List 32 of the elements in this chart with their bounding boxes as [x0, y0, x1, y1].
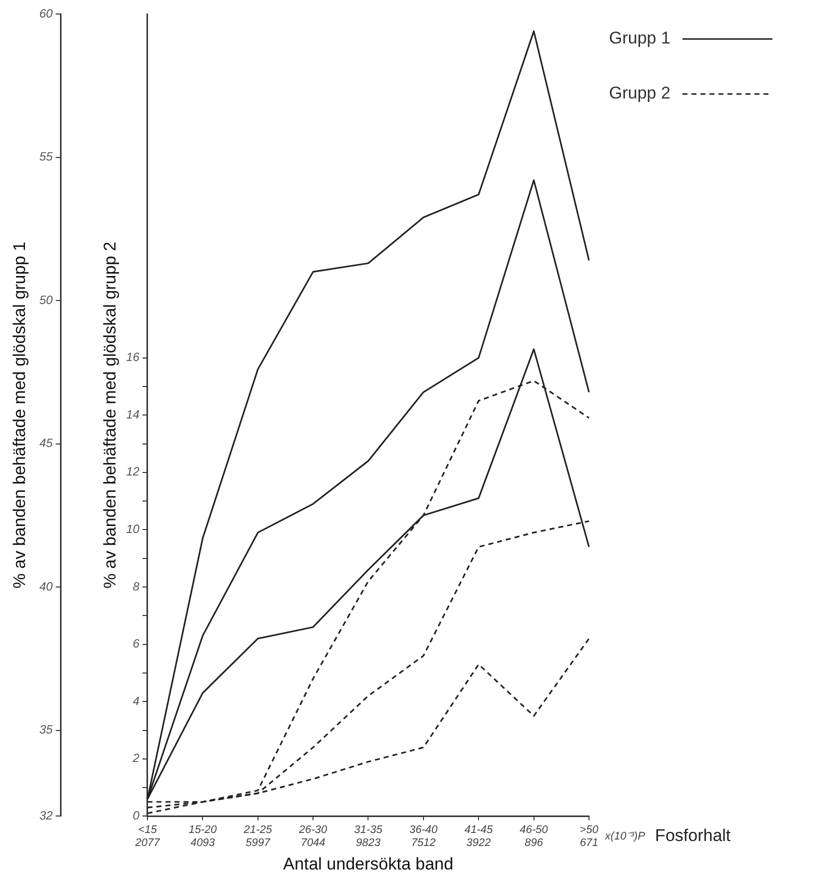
y2-tick-label: 16	[126, 350, 140, 364]
text: Grupp 1	[609, 28, 670, 48]
x-tick-label: 46-50 896	[520, 824, 549, 850]
y-tick-label: 50	[39, 292, 54, 307]
y-tick-label: 32	[39, 808, 54, 823]
x-tick-label: 26-30 7044	[298, 824, 328, 850]
y-tick-label: 45	[39, 436, 54, 450]
text: Grupp 2	[609, 84, 670, 103]
y2-tick-label: 0	[132, 808, 140, 823]
y-axis-title: % av banden behäftade med glödskal grupp 1	[10, 242, 29, 589]
y-tick-label: 55	[39, 150, 54, 164]
text: Fosforhalt	[655, 826, 731, 845]
text: x(10⁻³)P	[604, 830, 646, 842]
x-tick-label: <15 2077	[134, 824, 161, 850]
y-tick-label: 35	[39, 722, 54, 737]
y-tick-label: 40	[39, 579, 54, 594]
y2-tick-label: 2	[132, 751, 140, 766]
y2-tick-label: 6	[132, 636, 140, 651]
x-axis-title: Antal undersökta band	[283, 854, 454, 874]
x-tick-label: >50 671	[580, 824, 600, 850]
y2-tick-label: 12	[126, 464, 140, 479]
y-tick-label: 60	[39, 6, 54, 20]
x-tick-label: 15-20 4093	[188, 824, 218, 850]
x-tick-label: 31-35 9823	[354, 824, 384, 850]
x-tick-label: 41-45 3922	[464, 824, 494, 850]
x-tick-label: 36-40 7512	[409, 824, 438, 850]
y2-tick-label: 8	[132, 579, 140, 594]
y2-tick-label: 4	[132, 694, 140, 708]
y2-tick-label: 10	[126, 522, 140, 536]
y2-axis-title: % av banden behäftade med glödskal grupp 2	[100, 242, 120, 589]
y2-tick-label: 14	[126, 407, 140, 422]
x-tick-label: 21-25 5997	[242, 824, 273, 850]
